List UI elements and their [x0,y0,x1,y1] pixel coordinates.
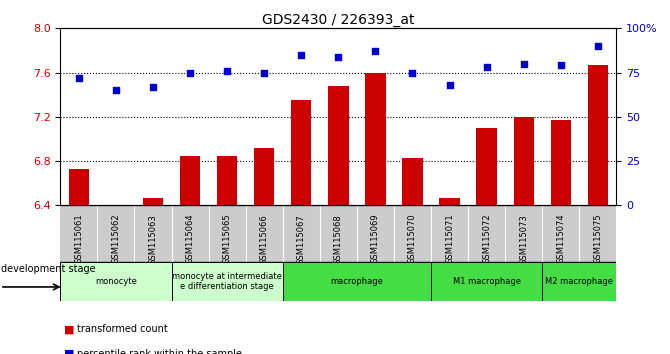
Text: development stage: development stage [1,264,95,274]
Text: GSM115067: GSM115067 [297,214,306,264]
Text: M2 macrophage: M2 macrophage [545,277,613,286]
Text: GSM115062: GSM115062 [111,214,121,264]
Bar [291,100,312,205]
Text: GSM115066: GSM115066 [260,214,269,264]
Text: GSM115065: GSM115065 [222,214,232,264]
Point [185,70,196,75]
Text: GSM115061: GSM115061 [74,214,83,264]
Text: transformed count: transformed count [77,324,168,334]
Text: monocyte at intermediate
e differentiation stage: monocyte at intermediate e differentiati… [172,272,282,291]
Bar [283,262,431,301]
Text: GSM115063: GSM115063 [149,214,157,264]
Point [370,48,381,54]
Text: GSM115072: GSM115072 [482,214,491,264]
Point [481,64,492,70]
Point [296,52,307,58]
Bar [476,128,497,205]
Point [111,87,121,93]
Text: GSM115071: GSM115071 [445,214,454,264]
Point [555,63,566,68]
Title: GDS2430 / 226393_at: GDS2430 / 226393_at [262,13,415,27]
Point [147,84,158,90]
Text: ■: ■ [64,349,74,354]
Bar [588,65,608,205]
Bar [542,262,616,301]
Bar [217,155,237,205]
Point [592,43,603,49]
Bar [328,86,348,205]
Text: macrophage: macrophage [330,277,383,286]
Text: GSM115074: GSM115074 [556,214,565,264]
Bar [180,155,200,205]
Point [407,70,418,75]
Bar [143,198,163,205]
Bar [60,262,172,301]
Text: percentile rank within the sample: percentile rank within the sample [77,349,242,354]
Bar [402,158,423,205]
Point [519,61,529,67]
Point [333,54,344,59]
Text: GSM115075: GSM115075 [594,214,602,264]
Text: ■: ■ [64,324,74,334]
Bar [68,169,89,205]
Point [259,70,269,75]
Text: GSM115064: GSM115064 [186,214,194,264]
Bar [172,262,283,301]
Bar [254,148,275,205]
Text: GSM115073: GSM115073 [519,214,528,264]
Point [74,75,84,81]
Text: GSM115068: GSM115068 [334,214,343,264]
Bar [551,120,571,205]
Text: M1 macrophage: M1 macrophage [453,277,521,286]
Point [444,82,455,88]
Bar [513,117,534,205]
Bar [431,262,542,301]
Point [222,68,232,74]
Text: GSM115070: GSM115070 [408,214,417,264]
Text: GSM115069: GSM115069 [371,214,380,264]
Bar [365,73,386,205]
Bar [440,198,460,205]
Text: monocyte: monocyte [95,277,137,286]
